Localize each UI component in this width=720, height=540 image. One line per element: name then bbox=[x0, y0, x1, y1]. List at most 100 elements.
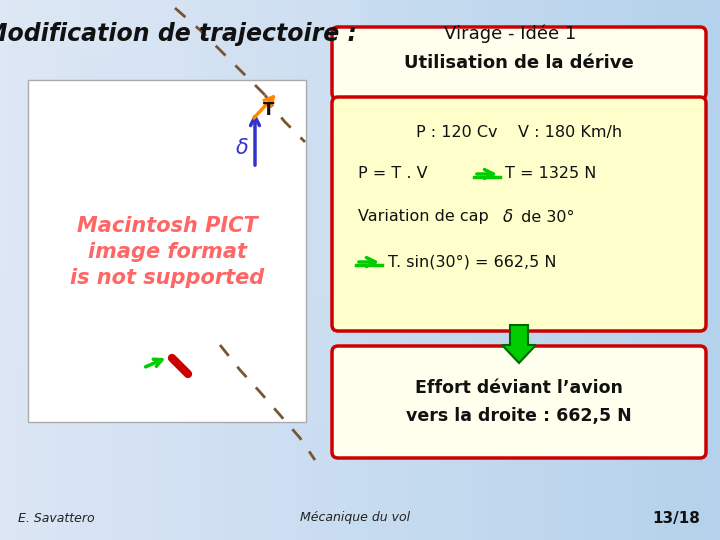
Bar bbox=[554, 0, 562, 540]
Bar bbox=[0, 27, 360, 36]
Bar bbox=[137, 0, 144, 540]
Bar bbox=[79, 0, 86, 540]
Bar bbox=[0, 423, 360, 432]
Text: P = T . V: P = T . V bbox=[358, 166, 428, 181]
Text: E. Savattero: E. Savattero bbox=[18, 511, 94, 524]
Bar bbox=[389, 0, 396, 540]
Bar bbox=[403, 0, 410, 540]
Bar bbox=[713, 0, 720, 540]
Bar bbox=[0, 45, 360, 54]
Bar bbox=[331, 0, 338, 540]
Bar bbox=[396, 0, 403, 540]
Bar bbox=[497, 0, 504, 540]
Bar bbox=[108, 0, 115, 540]
Bar bbox=[166, 0, 173, 540]
Bar bbox=[187, 0, 194, 540]
Bar bbox=[0, 432, 360, 441]
Text: Virage - Idée 1: Virage - Idée 1 bbox=[444, 25, 576, 43]
Bar bbox=[29, 0, 36, 540]
Bar bbox=[0, 414, 360, 423]
Bar bbox=[0, 486, 360, 495]
Bar bbox=[0, 468, 360, 477]
Bar bbox=[475, 0, 482, 540]
Bar bbox=[518, 0, 526, 540]
Bar bbox=[605, 0, 612, 540]
Bar bbox=[670, 0, 677, 540]
Bar bbox=[317, 0, 324, 540]
Bar bbox=[0, 261, 360, 270]
FancyBboxPatch shape bbox=[332, 27, 706, 99]
Bar bbox=[50, 0, 58, 540]
Bar bbox=[0, 342, 360, 351]
Bar bbox=[598, 0, 605, 540]
Bar bbox=[662, 0, 670, 540]
Bar bbox=[65, 0, 72, 540]
Bar bbox=[461, 0, 468, 540]
Bar bbox=[0, 135, 360, 144]
Bar bbox=[526, 0, 533, 540]
Bar bbox=[0, 522, 360, 531]
Bar bbox=[576, 0, 583, 540]
Bar bbox=[0, 387, 360, 396]
Bar bbox=[338, 0, 346, 540]
Bar bbox=[504, 0, 511, 540]
Bar bbox=[173, 0, 180, 540]
Bar bbox=[101, 0, 108, 540]
Bar bbox=[58, 0, 65, 540]
Bar bbox=[43, 0, 50, 540]
Bar bbox=[360, 0, 367, 540]
Bar bbox=[0, 477, 360, 486]
Bar bbox=[482, 0, 490, 540]
Bar bbox=[223, 0, 230, 540]
Bar bbox=[0, 441, 360, 450]
Bar bbox=[454, 0, 461, 540]
Bar bbox=[0, 0, 360, 9]
Bar bbox=[533, 0, 540, 540]
Bar bbox=[634, 0, 641, 540]
Bar bbox=[612, 0, 619, 540]
Bar bbox=[0, 207, 360, 216]
Bar bbox=[0, 18, 360, 27]
Bar bbox=[0, 396, 360, 405]
Bar bbox=[94, 0, 101, 540]
Bar bbox=[0, 63, 360, 72]
Bar bbox=[382, 0, 389, 540]
Text: Macintosh PICT
image format
is not supported: Macintosh PICT image format is not suppo… bbox=[70, 215, 264, 288]
Bar bbox=[0, 234, 360, 243]
Text: de 30°: de 30° bbox=[516, 210, 575, 225]
Bar bbox=[0, 324, 360, 333]
Bar bbox=[266, 0, 274, 540]
Bar bbox=[7, 0, 14, 540]
Bar bbox=[216, 0, 223, 540]
Bar bbox=[619, 0, 626, 540]
Bar bbox=[641, 0, 648, 540]
Bar bbox=[202, 0, 209, 540]
Bar bbox=[0, 288, 360, 297]
Bar bbox=[194, 0, 202, 540]
Text: Effort déviant l’avion: Effort déviant l’avion bbox=[415, 379, 623, 397]
FancyBboxPatch shape bbox=[28, 80, 306, 422]
Bar bbox=[410, 0, 418, 540]
Bar bbox=[259, 0, 266, 540]
Bar bbox=[547, 0, 554, 540]
Bar bbox=[274, 0, 281, 540]
Bar bbox=[209, 0, 216, 540]
Bar bbox=[0, 369, 360, 378]
Bar bbox=[324, 0, 331, 540]
Bar bbox=[144, 0, 151, 540]
Bar bbox=[684, 0, 691, 540]
Bar bbox=[281, 0, 288, 540]
Bar bbox=[0, 297, 360, 306]
Bar bbox=[130, 0, 137, 540]
Text: Utilisation de la dérive: Utilisation de la dérive bbox=[404, 54, 634, 72]
Bar bbox=[540, 0, 547, 540]
Bar bbox=[0, 144, 360, 153]
Bar bbox=[295, 0, 302, 540]
Text: Mécanique du vol: Mécanique du vol bbox=[300, 511, 410, 524]
FancyBboxPatch shape bbox=[332, 346, 706, 458]
Text: Variation de cap: Variation de cap bbox=[358, 210, 494, 225]
Bar bbox=[468, 0, 475, 540]
Bar bbox=[0, 450, 360, 459]
Bar bbox=[346, 0, 353, 540]
Bar bbox=[0, 504, 360, 513]
